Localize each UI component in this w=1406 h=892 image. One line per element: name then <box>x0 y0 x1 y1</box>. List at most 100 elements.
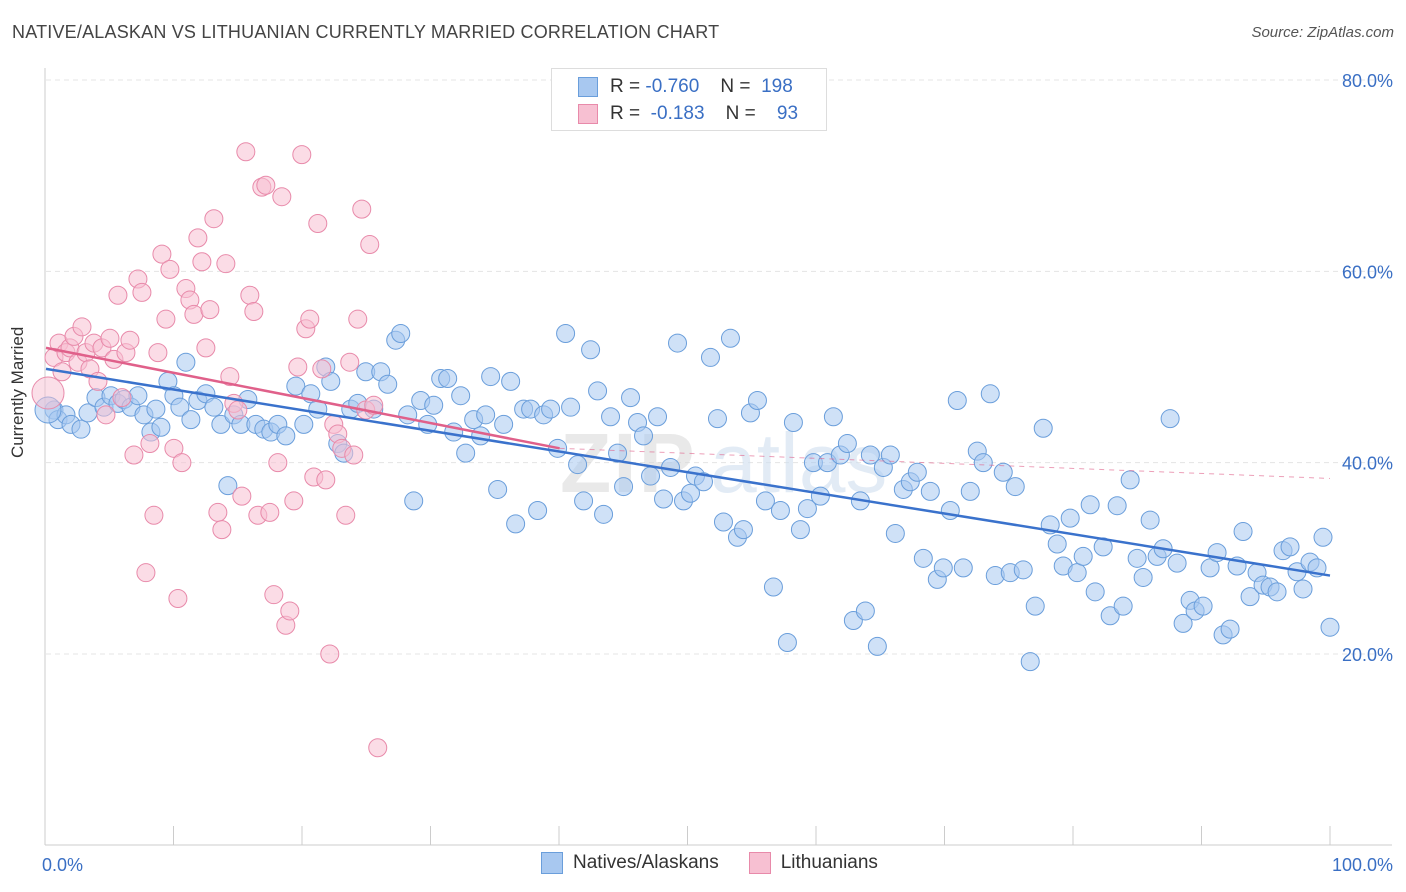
point-natives <box>973 453 993 473</box>
point-natives <box>770 501 790 520</box>
point-lithuanians <box>228 400 248 420</box>
point-lithuanians <box>312 359 332 379</box>
point-natives <box>561 397 581 417</box>
point-natives <box>907 462 927 482</box>
point-natives <box>528 501 548 520</box>
point-natives <box>960 481 980 501</box>
point-lithuanians <box>212 520 232 540</box>
point-natives <box>747 390 767 410</box>
point-lithuanians <box>168 589 188 609</box>
tick-labels: 20.0% 40.0% 60.0% 80.0% 0.0% 100.0% <box>42 71 1393 875</box>
point-lithuanians <box>260 502 280 522</box>
point-natives <box>700 347 720 367</box>
point-natives <box>568 455 588 475</box>
point-natives <box>855 601 875 621</box>
point-lithuanians <box>132 282 152 302</box>
trend-line-lithuanians <box>45 346 560 450</box>
point-natives <box>488 479 508 499</box>
point-natives <box>146 399 166 419</box>
point-natives <box>1313 527 1333 547</box>
point-lithuanians <box>292 145 312 165</box>
series-lithuanians-points <box>31 142 388 758</box>
point-lithuanians <box>344 445 364 465</box>
point-natives <box>574 491 594 511</box>
point-lithuanians <box>152 244 172 264</box>
legend-r-label: R = <box>610 103 641 124</box>
point-lithuanians <box>196 338 216 358</box>
point-natives <box>823 407 843 427</box>
source-label: Source: ZipAtlas.com <box>1251 24 1394 41</box>
point-lithuanians <box>308 214 328 233</box>
point-lithuanians <box>31 376 65 410</box>
legend-swatch-lithuanians <box>748 852 771 874</box>
legend-label-natives: Natives/Alaskans <box>573 852 719 873</box>
point-lithuanians <box>112 388 132 408</box>
point-natives <box>286 376 306 396</box>
gridlines <box>46 79 1392 655</box>
legend-swatch-natives <box>541 852 563 874</box>
point-natives <box>1080 495 1100 515</box>
point-natives <box>1085 582 1105 602</box>
point-lithuanians <box>96 405 116 425</box>
point-natives <box>1107 496 1127 516</box>
point-natives <box>476 405 496 425</box>
point-natives <box>913 548 933 568</box>
point-lithuanians <box>188 228 208 248</box>
point-lithuanians <box>340 352 360 372</box>
point-natives <box>885 523 905 543</box>
point-natives <box>71 419 91 439</box>
legend-label-lithuanians: Lithuanians <box>780 852 878 873</box>
point-natives <box>1160 409 1180 429</box>
point-natives <box>634 426 654 446</box>
point-lithuanians <box>336 505 356 525</box>
point-natives <box>953 558 973 578</box>
point-natives <box>1193 596 1213 616</box>
legend-row-natives: R = -0.760 N = 198 <box>552 74 793 100</box>
point-natives <box>1073 546 1093 566</box>
point-lithuanians <box>284 491 304 511</box>
point-lithuanians <box>144 505 164 525</box>
y-tick-label: 20.0% <box>1342 645 1393 665</box>
legend-n-label: N = <box>725 103 756 124</box>
point-natives <box>783 412 803 432</box>
point-lithuanians <box>160 259 180 279</box>
point-natives <box>581 340 601 360</box>
point-natives <box>1127 548 1147 568</box>
point-lithuanians <box>256 175 276 195</box>
point-natives <box>506 514 526 534</box>
point-natives <box>204 397 224 417</box>
point-natives <box>424 395 444 415</box>
point-natives <box>1233 522 1253 542</box>
point-natives <box>733 520 753 540</box>
point-natives <box>993 462 1013 482</box>
legend-item-natives[interactable]: Natives/Alaskans <box>541 852 719 874</box>
point-natives <box>1047 534 1067 554</box>
chart-title: NATIVE/ALASKAN VS LITHUANIAN CURRENTLY M… <box>12 22 720 42</box>
point-natives <box>378 374 398 394</box>
legend-n-label: N = <box>720 76 751 97</box>
point-natives <box>940 501 960 520</box>
point-natives <box>1100 606 1120 626</box>
trend-line-natives <box>45 367 1331 577</box>
legend-swatch-pink <box>578 104 598 124</box>
point-natives <box>790 520 810 540</box>
y-tick-label: 80.0% <box>1342 71 1393 91</box>
trend-extension-lithuanians <box>559 447 1331 479</box>
point-natives <box>391 324 411 344</box>
point-natives <box>641 466 661 486</box>
legend-swatch-blue <box>578 77 598 97</box>
point-natives <box>594 504 614 524</box>
point-lithuanians <box>72 317 92 337</box>
point-natives <box>1013 560 1033 580</box>
point-natives <box>1020 652 1040 672</box>
point-natives <box>880 445 900 465</box>
legend-item-lithuanians[interactable]: Lithuanians <box>748 852 878 874</box>
point-natives <box>621 388 641 408</box>
point-natives <box>777 633 797 653</box>
point-lithuanians <box>268 453 288 473</box>
legend-r-label: R = <box>610 76 641 97</box>
point-natives <box>404 491 424 511</box>
point-natives <box>128 386 148 406</box>
point-natives <box>1293 579 1313 599</box>
y-tick-label: 40.0% <box>1342 454 1393 474</box>
